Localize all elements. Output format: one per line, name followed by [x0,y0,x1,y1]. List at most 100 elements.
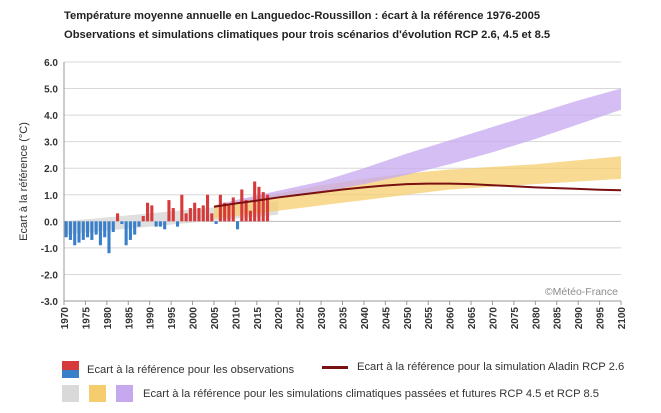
observation-bar [103,221,107,238]
x-tick-label: 2095 [596,307,607,330]
chart-subtitle: Observations et simulations climatiques … [64,29,551,41]
observation-bar [120,221,124,224]
y-tick-label: 4.0 [44,111,58,122]
observation-bar [116,213,120,222]
observation-bar [218,194,222,222]
observation-bar [107,221,111,254]
observation-bar [98,221,102,246]
observation-bar [124,221,128,246]
x-tick-label: 2015 [253,307,264,330]
y-tick-label: 2.0 [44,164,58,175]
x-tick-label: 2020 [274,307,285,330]
observation-bar [150,205,154,222]
observation-bar [133,221,137,235]
observation-bar [128,221,132,240]
observation-bar [94,221,98,235]
observation-bar [214,221,218,224]
observation-bar [180,194,184,222]
observation-bar [167,200,171,222]
observation-bar [235,221,240,230]
legend-rcp26-swatch [62,385,79,402]
x-tick-label: 2035 [339,307,350,330]
observation-bar [111,221,115,232]
x-tick-label: 1990 [146,307,157,330]
x-tick-label: 2025 [296,307,307,330]
observation-bar [227,205,231,222]
observation-bar [154,221,158,227]
band-rcp45 [213,156,621,219]
x-tick-label: 2100 [617,307,628,330]
x-tick-label: 2090 [574,307,585,330]
x-tick-label: 2045 [381,307,392,330]
legend-rcp45-swatch [89,385,106,402]
x-tick-label: 1975 [81,307,92,330]
y-tick-label: 6.0 [44,58,58,69]
legend-aladin-swatch [322,365,348,369]
observation-bar [244,200,248,222]
x-tick-label: 2060 [446,307,457,330]
y-tick-label: 0.0 [44,217,58,228]
observation-bar [210,213,214,222]
observation-bar [188,208,192,222]
observation-bar [158,221,162,227]
band-rcp85 [213,88,621,206]
observation-bar [261,192,265,222]
x-tick-label: 2050 [403,307,414,330]
observation-bar [146,202,150,222]
observation-bar [184,213,188,222]
x-tick-label: 2075 [510,307,521,330]
x-tick-label: 1970 [60,307,71,330]
y-axis-title: Ecart à la référence (°C) [18,122,30,241]
legend-simulations-label: Ecart à la référence pour les simulation… [143,387,600,400]
aladin-line [213,182,622,208]
observation-bar [265,194,270,222]
observation-bar [64,221,68,238]
y-tick-label: -2.0 [41,270,59,281]
observation-bar [81,221,85,240]
chart-title: Température moyenne annuelle en Languedo… [64,10,541,22]
legend-aladin: Ecart à la référence pour la simulation … [322,361,624,373]
watermark: ©Météo-France [545,286,618,298]
x-tick-label: 2040 [360,307,371,330]
x-tick-label: 2065 [467,307,478,330]
observation-bar [86,221,90,238]
observation-bar [77,221,81,243]
observation-bar [175,221,180,227]
observation-bar [257,186,261,222]
y-tick-label: -1.0 [41,244,59,255]
legend-aladin-label: Ecart à la référence pour la simulation … [357,361,625,373]
observation-bar [137,221,141,227]
y-tick-label: 5.0 [44,85,58,96]
observation-bar [248,210,252,222]
x-tick-label: 2010 [231,307,242,330]
observation-bar [201,205,205,222]
legend-observations: Ecart à la référence pour les observatio… [62,361,294,378]
observation-bar [141,216,145,222]
x-tick-label: 2005 [210,307,221,330]
legend-rcp85-swatch [116,385,133,402]
legend-observations-swatch [62,361,79,378]
observation-bar [205,194,210,222]
y-tick-label: 1.0 [44,191,58,202]
observation-bar [193,202,197,222]
x-tick-label: 2085 [553,307,564,330]
x-tick-label: 2000 [189,307,200,330]
x-tick-label: 1995 [167,307,178,330]
observation-bar [231,197,235,222]
x-tick-label: 1980 [103,307,114,330]
observation-bar [90,221,94,240]
observation-bar [163,221,167,230]
observation-bar [197,208,201,222]
observation-bar [171,208,175,222]
observation-bar [240,189,244,222]
observation-bar [68,221,72,240]
x-tick-label: 1985 [124,307,135,330]
observation-bar [73,221,77,246]
x-tick-label: 2055 [424,307,435,330]
x-tick-label: 2070 [488,307,499,330]
x-tick-label: 2030 [317,307,328,330]
legend-observations-label: Ecart à la référence pour les observatio… [87,363,295,376]
legend-simulations: Ecart à la référence pour les simulation… [62,385,599,402]
y-tick-label: -3.0 [41,297,59,308]
